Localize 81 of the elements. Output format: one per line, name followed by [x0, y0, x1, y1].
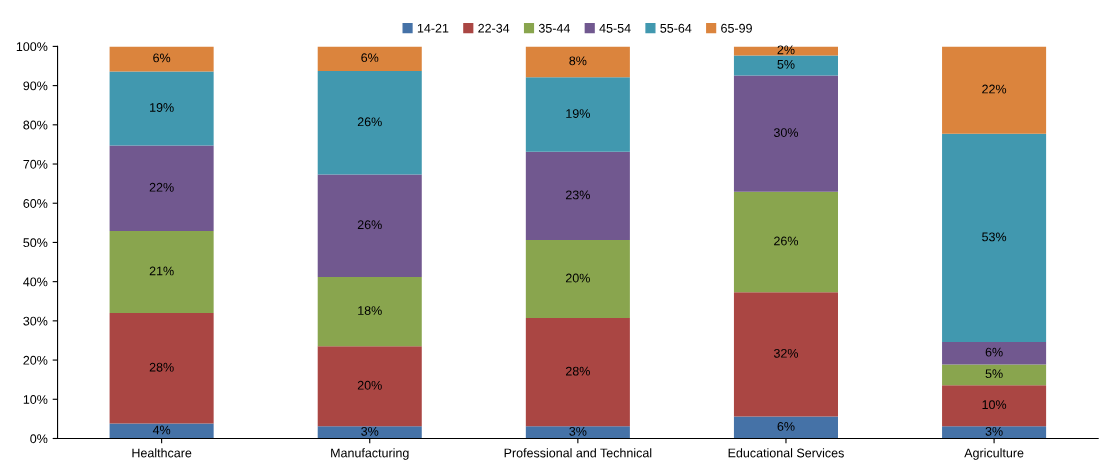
data-label: 32%: [773, 348, 799, 358]
data-label: 20%: [357, 380, 382, 390]
data-label: 53%: [982, 232, 1007, 242]
x-tick-label: Professional and Technical: [504, 448, 652, 458]
legend-label: 35-44: [538, 23, 570, 33]
bar: [942, 342, 1047, 365]
bar: [733, 55, 838, 76]
data-label: 4%: [152, 425, 171, 435]
data-label: 6%: [777, 422, 795, 431]
legend-label: 55-64: [660, 23, 692, 33]
bar: [317, 346, 422, 427]
y-tick-label: 40%: [23, 277, 48, 287]
bar: [109, 231, 214, 314]
data-label: 28%: [565, 366, 590, 376]
data-label: 20%: [565, 273, 590, 283]
y-tick-label: 30%: [23, 316, 48, 326]
data-label: 19%: [150, 103, 174, 112]
bar: [942, 133, 1047, 343]
y-tick-label: 20%: [23, 355, 48, 365]
y-tick-label: 10%: [23, 395, 48, 404]
bar: [317, 174, 422, 277]
y-tick-label: 70%: [23, 159, 48, 169]
data-label: 18%: [358, 306, 382, 315]
bar: [109, 71, 214, 146]
bar: [733, 191, 838, 293]
data-label: 30%: [773, 128, 799, 137]
bar: [525, 318, 630, 427]
data-label: 19%: [566, 109, 590, 118]
data-label: 22%: [982, 84, 1007, 94]
bar: [942, 46, 1047, 134]
data-label: 6%: [985, 347, 1003, 357]
bar: [942, 385, 1047, 427]
data-label: 28%: [149, 362, 174, 372]
data-label: 26%: [357, 117, 382, 127]
data-label: 3%: [569, 426, 587, 436]
bar: [109, 46, 214, 72]
bar: [109, 423, 214, 439]
y-tick-label: 0%: [30, 434, 48, 444]
data-label: 3%: [361, 426, 379, 436]
bar: [525, 46, 630, 78]
legend-label: 45-54: [599, 23, 631, 33]
data-label: 6%: [153, 53, 171, 63]
data-label: 26%: [774, 236, 799, 246]
bar: [733, 292, 838, 417]
bar: [525, 77, 630, 152]
data-label: 10%: [982, 400, 1007, 410]
bar: [317, 46, 422, 72]
y-tick-label: 100%: [16, 42, 48, 52]
y-tick-label: 90%: [23, 81, 48, 91]
bar: [733, 75, 838, 192]
data-label: 22%: [149, 182, 174, 192]
data-label: 8%: [569, 56, 587, 66]
bar: [317, 71, 422, 175]
data-label: 6%: [361, 53, 379, 63]
legend-label: 14-21: [417, 23, 449, 33]
legend-label: 65-99: [721, 23, 752, 33]
y-tick-label: 50%: [23, 238, 48, 248]
data-label: 5%: [777, 59, 795, 69]
data-label: 5%: [985, 369, 1003, 379]
bar: [109, 313, 214, 424]
bar: [109, 145, 214, 232]
legend-label: 22-34: [478, 23, 510, 33]
data-label: 21%: [149, 266, 174, 276]
bar: [525, 151, 630, 241]
bar: [733, 416, 838, 439]
x-tick-label: Healthcare: [132, 448, 192, 458]
x-tick-label: Educational Services: [728, 448, 844, 458]
bar: [942, 364, 1047, 386]
x-tick-label: Manufacturing: [331, 448, 409, 460]
bar: [525, 426, 630, 439]
bar: [942, 426, 1047, 439]
y-tick-label: 60%: [23, 199, 48, 208]
data-label: 3%: [985, 426, 1003, 436]
data-label: 26%: [357, 220, 382, 230]
bar: [525, 240, 630, 319]
data-label: 2%: [777, 45, 795, 55]
bar: [317, 426, 422, 439]
bar: [317, 276, 422, 347]
data-label: 23%: [565, 190, 590, 200]
x-tick-label: Agriculture: [964, 448, 1024, 460]
y-tick-label: 80%: [23, 120, 48, 130]
